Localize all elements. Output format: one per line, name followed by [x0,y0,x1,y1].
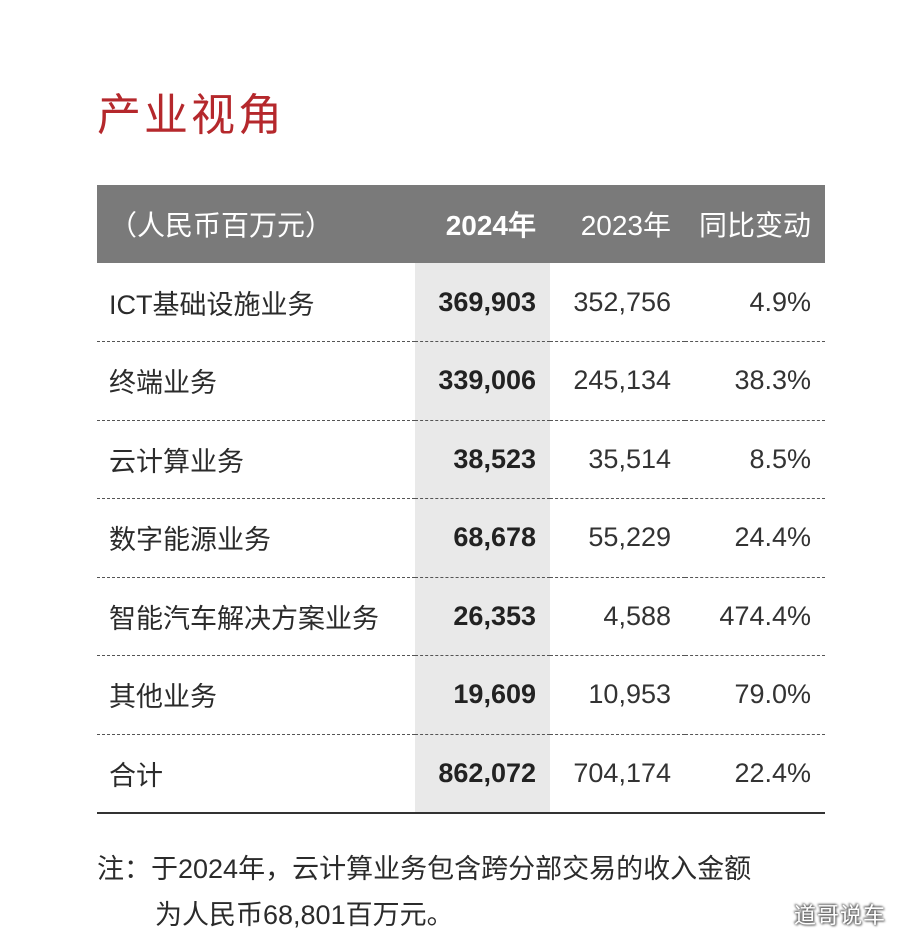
table-row: 智能汽车解决方案业务 26,353 4,588 474.4% [97,577,825,656]
value-change: 38.3% [685,341,825,421]
value-2023: 10,953 [550,655,685,735]
value-2023: 55,229 [550,498,685,578]
header-2024: 2024年 [445,210,536,241]
footnote-line-2: 为人民币68,801百万元。 [155,900,454,930]
total-row: 合计 862,072 704,174 22.4% [97,734,825,814]
header-unit-label: （人民币百万元） [109,210,334,241]
value-2024: 369,903 [415,263,550,342]
value-2023: 352,756 [550,263,685,342]
value-change: 24.4% [685,498,825,578]
value-2023: 35,514 [550,420,685,499]
revenue-table: （人民币百万元） 2024年 2023年 同比变动 ICT基础设施业务 369,… [97,185,825,814]
value-2024: 38,523 [415,420,550,499]
value-2024: 68,678 [415,498,550,578]
footnote: 注：于2024年，云计算业务包含跨分部交易的收入金额 为人民币68,801百万元… [97,846,837,938]
value-change: 79.0% [685,655,825,735]
footnote-line-1: 注：于2024年，云计算业务包含跨分部交易的收入金额 [97,854,752,884]
total-2023: 704,174 [550,734,685,814]
header-yoy-change: 同比变动 [699,210,812,241]
table-row: 数字能源业务 68,678 55,229 24.4% [97,498,825,578]
table-row: 终端业务 339,006 245,134 38.3% [97,341,825,421]
segment-name: 其他业务 [97,655,415,735]
section-title: 产业视角 [97,90,285,141]
segment-name: 数字能源业务 [97,498,415,578]
value-change: 8.5% [685,420,825,499]
table-row: 云计算业务 38,523 35,514 8.5% [97,420,825,499]
header-2023: 2023年 [580,210,671,241]
watermark: 道哥说车 [793,903,886,928]
segment-name: ICT基础设施业务 [97,263,415,342]
value-2024: 339,006 [415,341,550,421]
total-label: 合计 [97,734,415,814]
value-2023: 245,134 [550,341,685,421]
total-change: 22.4% [685,734,825,814]
table-row: ICT基础设施业务 369,903 352,756 4.9% [97,263,825,342]
total-2024: 862,072 [415,734,550,814]
value-2024: 19,609 [415,655,550,735]
value-change: 474.4% [685,577,825,656]
segment-name: 云计算业务 [97,420,415,499]
value-change: 4.9% [685,263,825,342]
segment-name: 智能汽车解决方案业务 [97,577,415,656]
value-2023: 4,588 [550,577,685,656]
segment-name: 终端业务 [97,341,415,421]
value-2024: 26,353 [415,577,550,656]
table-header-row: （人民币百万元） 2024年 2023年 同比变动 [97,185,825,263]
table-row: 其他业务 19,609 10,953 79.0% [97,655,825,735]
